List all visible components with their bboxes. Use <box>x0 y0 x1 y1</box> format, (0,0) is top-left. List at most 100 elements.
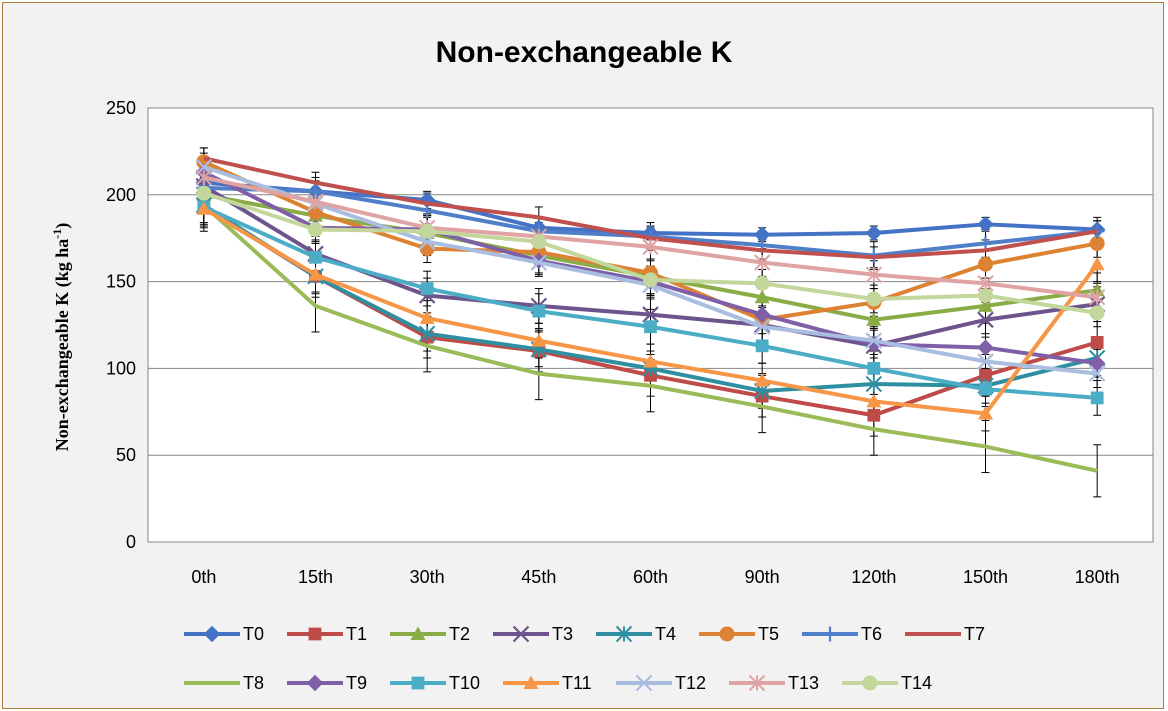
data-point <box>531 234 547 250</box>
data-point <box>512 625 530 643</box>
data-point <box>978 287 993 303</box>
legend-label: T6 <box>861 624 882 644</box>
data-point <box>532 304 546 318</box>
data-point <box>978 298 993 312</box>
data-point <box>978 256 993 272</box>
x-tick-label: 45th <box>521 567 556 587</box>
legend-item-t2: T2 <box>390 624 470 644</box>
data-point <box>754 275 770 291</box>
data-point <box>862 675 878 691</box>
data-point <box>1090 391 1104 405</box>
legend-label: T1 <box>346 624 367 644</box>
data-point <box>306 674 324 692</box>
data-point <box>866 312 882 326</box>
x-tick-label: 180th <box>1075 567 1120 587</box>
legend-label: T14 <box>901 673 932 693</box>
data-point <box>1089 256 1105 271</box>
data-point <box>523 675 539 689</box>
x-tick-label: 0th <box>191 567 216 587</box>
data-point <box>867 362 881 375</box>
data-point <box>977 353 994 370</box>
x-tick-label: 30th <box>410 567 445 587</box>
series-layer <box>195 147 1106 498</box>
data-point <box>978 406 993 420</box>
legend-item-t8: T8 <box>184 673 264 693</box>
y-tick-label: 150 <box>106 272 136 292</box>
legend-item-t12: T12 <box>616 673 706 693</box>
data-point <box>642 238 659 256</box>
data-point <box>1089 235 1105 251</box>
data-point <box>418 325 436 342</box>
legend-item-t14: T14 <box>842 673 932 693</box>
data-point <box>531 333 547 347</box>
data-point <box>643 272 658 288</box>
data-point <box>196 201 212 215</box>
data-point <box>977 339 994 356</box>
x-tick-label: 15th <box>298 567 333 587</box>
data-point <box>977 216 994 233</box>
data-point <box>644 320 657 334</box>
data-point <box>822 626 838 642</box>
data-point <box>865 332 883 349</box>
data-point <box>642 306 659 323</box>
x-tick-label: 90th <box>745 567 780 587</box>
y-tick-label: 250 <box>106 98 136 118</box>
legend-label: T5 <box>758 624 779 644</box>
legend: T0 T1 T2 T3 T4 T5 T6 T7 T8 T9 T10 T11 T12 T13 T14 <box>184 624 985 693</box>
data-point <box>977 311 994 329</box>
data-point <box>530 254 548 271</box>
data-point <box>420 282 434 295</box>
data-point <box>615 625 633 643</box>
legend-item-t13: T13 <box>729 673 819 693</box>
data-point <box>1090 335 1104 349</box>
data-point <box>979 382 992 396</box>
legend-label: T11 <box>562 673 592 693</box>
axis-layer: 0 50 100 150 200 250 0th 15th 30th 45th 60th 90th 12… <box>106 98 1153 587</box>
legend-label: T13 <box>788 673 819 693</box>
data-point <box>719 626 735 642</box>
legend-label: T3 <box>552 624 573 644</box>
legend-item-t10: T10 <box>390 673 480 693</box>
legend-label: T2 <box>449 624 470 644</box>
legend-label: T7 <box>964 624 985 644</box>
data-point <box>203 625 221 643</box>
y-tick-label: 200 <box>106 185 136 205</box>
legend-item-t3: T3 <box>493 624 573 644</box>
data-point <box>1088 289 1106 306</box>
series-t7 <box>203 156 1098 260</box>
legend-item-t7: T7 <box>905 624 985 644</box>
x-tick-label: 150th <box>963 567 1008 587</box>
data-point <box>866 393 882 408</box>
legend-label: T9 <box>346 673 367 693</box>
series-line <box>203 156 1098 260</box>
y-tick-label: 50 <box>116 445 136 465</box>
series-t14 <box>196 185 1105 321</box>
legend-label: T0 <box>243 624 264 644</box>
x-tick-label: 60th <box>633 567 668 587</box>
y-tick-label: 100 <box>106 358 136 378</box>
series-t10 <box>197 200 1104 405</box>
legend-item-t0: T0 <box>184 624 264 644</box>
series-t11 <box>196 201 1105 420</box>
data-point <box>635 674 653 692</box>
data-point <box>755 339 769 353</box>
legend-label: T8 <box>243 673 264 693</box>
data-point <box>195 169 213 186</box>
legend-item-t4: T4 <box>596 624 676 644</box>
data-point <box>753 306 771 323</box>
series-line <box>202 203 1098 473</box>
data-point <box>419 223 435 239</box>
legend-item-t1: T1 <box>287 624 367 644</box>
series-t8 <box>202 203 1098 473</box>
legend-item-t6: T6 <box>802 624 882 644</box>
legend-label: T4 <box>655 624 676 644</box>
data-point <box>411 676 425 690</box>
data-point <box>1088 365 1106 382</box>
data-point <box>754 289 770 304</box>
data-point <box>309 250 322 264</box>
data-point <box>419 310 435 325</box>
data-point <box>308 222 323 238</box>
legend-item-t5: T5 <box>699 624 779 644</box>
x-tick-label: 120th <box>851 567 896 587</box>
